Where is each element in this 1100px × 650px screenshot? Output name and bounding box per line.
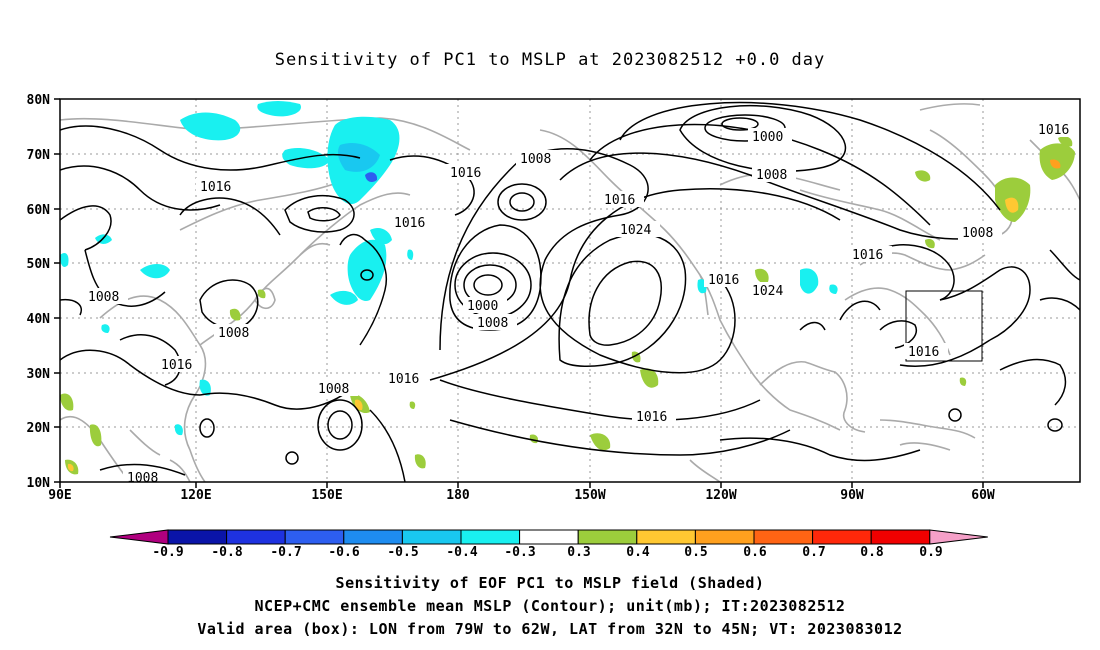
caption-contour: NCEP+CMC ensemble mean MSLP (Contour); u…	[254, 597, 846, 615]
colorbar-label: 0.3	[567, 545, 590, 560]
caption-shading: Sensitivity of EOF PC1 to MSLP field (Sh…	[335, 574, 765, 592]
colorbar-segment	[812, 529, 872, 545]
contour-label: 1008	[477, 316, 508, 331]
contour-labels: 1016 1000 1008 1016 1008 1016 1016 1008 …	[84, 121, 1078, 486]
lat-tick-label: 10N	[27, 476, 51, 491]
colorbar-label: 0.7	[802, 545, 825, 560]
contour-label: 1016	[852, 248, 883, 263]
colorbar-segment	[226, 529, 286, 545]
contour-label: 1016	[908, 345, 939, 360]
colorbar-label: 0.5	[684, 545, 707, 560]
contour-label: 1008	[520, 152, 551, 167]
lon-tick-label: 150W	[574, 488, 605, 503]
lon-tick-label: 60W	[971, 488, 995, 503]
colorbar-arrow-right	[929, 529, 988, 545]
colorbar-label: -0.7	[270, 545, 301, 560]
longitude-labels: 90E 120E 150E 180 150W 120W 90W 60W	[48, 488, 995, 503]
lat-tick-label: 40N	[27, 312, 51, 327]
lon-tick-label: 150E	[311, 488, 342, 503]
colorbar-segment	[167, 529, 228, 545]
colorbar-label: -0.3	[504, 545, 535, 560]
colorbar-segment	[870, 529, 931, 545]
contour-label: 1016	[394, 216, 425, 231]
colorbar-label: 0.8	[860, 545, 884, 560]
lon-tick-label: 120E	[180, 488, 211, 503]
colorbar-label: -0.5	[387, 545, 418, 560]
lat-tick-label: 70N	[27, 148, 51, 163]
lat-tick-label: 80N	[27, 93, 51, 108]
colorbar-segment	[753, 529, 814, 545]
shading-positive	[60, 136, 1075, 475]
contour-label: 1000	[467, 299, 498, 314]
lat-tick-label: 60N	[27, 203, 51, 218]
colorbar	[109, 529, 988, 545]
shading-negative	[60, 101, 838, 436]
contour-label: 1016	[388, 372, 419, 387]
colorbar-labels: -0.9 -0.8 -0.7 -0.6 -0.5 -0.4 -0.3 0.3 0…	[152, 545, 942, 560]
lon-tick-label: 180	[446, 488, 470, 503]
map-frame	[59, 98, 1081, 483]
colorbar-segment	[636, 529, 696, 545]
colorbar-label: -0.6	[328, 545, 359, 560]
gridlines	[60, 99, 1080, 482]
lon-tick-label: 90E	[48, 488, 71, 503]
colorbar-label: 0.4	[626, 545, 650, 560]
colorbar-segment	[284, 529, 345, 545]
colorbar-label: -0.4	[446, 545, 477, 560]
colorbar-segment	[694, 529, 755, 545]
contour-label: 1008	[962, 226, 993, 241]
lon-tick-label: 90W	[840, 488, 864, 503]
caption-valid-area: Valid area (box): LON from 79W to 62W, L…	[197, 620, 903, 638]
colorbar-segment	[519, 529, 579, 545]
map-title: Sensitivity of PC1 to MSLP at 2023082512…	[274, 50, 826, 70]
lat-tick-label: 50N	[27, 257, 51, 272]
contour-label: 1008	[756, 168, 787, 183]
contour-label: 1008	[218, 326, 249, 341]
colorbar-label: -0.9	[152, 545, 183, 560]
contour-label: 1016	[1038, 123, 1069, 138]
contour-label: 1016	[161, 358, 192, 373]
contour-label: 1000	[752, 130, 783, 145]
colorbar-label: 0.6	[743, 545, 767, 560]
contour-label: 1016	[604, 193, 635, 208]
contour-label: 1016	[200, 180, 231, 195]
colorbar-label: 0.9	[919, 545, 942, 560]
colorbar-segment	[460, 529, 521, 545]
lat-tick-label: 30N	[27, 367, 51, 382]
colorbar-arrow-left	[109, 529, 169, 545]
contour-label: 1016	[708, 273, 739, 288]
valid-area-box	[905, 290, 983, 362]
contour-label: 1024	[620, 223, 651, 238]
colorbar-segment	[401, 529, 462, 545]
colorbar-segment	[343, 529, 403, 545]
colorbar-label: -0.8	[211, 545, 242, 560]
contour-label: 1008	[127, 471, 158, 486]
contour-label: 1024	[752, 284, 783, 299]
contour-label: 1016	[636, 410, 667, 425]
contour-label: 1016	[450, 166, 481, 181]
lon-tick-label: 120W	[705, 488, 736, 503]
latitude-labels: 80N 70N 60N 50N 40N 30N 20N 10N	[27, 93, 51, 491]
contour-label: 1008	[318, 382, 349, 397]
colorbar-segment	[577, 529, 638, 545]
contour-label: 1008	[88, 290, 119, 305]
lat-tick-label: 20N	[27, 421, 51, 436]
